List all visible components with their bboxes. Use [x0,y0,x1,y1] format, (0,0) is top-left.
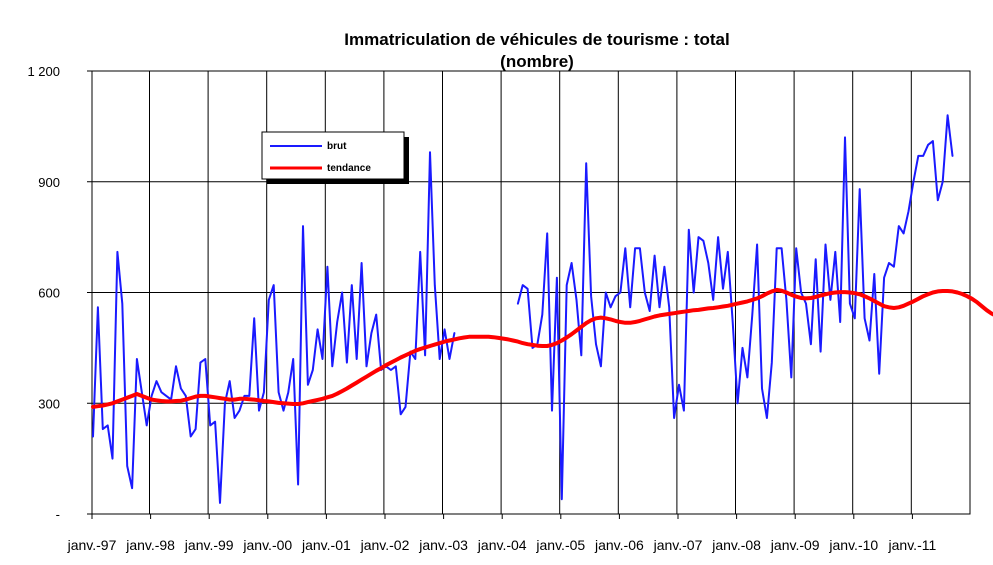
x-tick-label: janv.-99 [184,537,234,553]
chart-subtitle: (nombre) [500,52,574,71]
y-axis-ticks: - 300 600 900 1 200 [27,64,92,522]
legend: brut tendance [261,131,409,184]
chart-title: Immatriculation de véhicules de tourisme… [344,30,729,49]
x-tick-label: janv.-05 [535,537,585,553]
x-tick-label: janv.-08 [711,537,761,553]
y-tick-label: 600 [38,286,60,301]
x-tick-label: janv.-03 [418,537,468,553]
x-tick-label: janv.-98 [125,537,175,553]
x-tick-label: janv.-01 [301,537,351,553]
legend-box [261,131,405,180]
x-tick-label: janv.-04 [477,537,527,553]
series-brut [92,114,954,504]
x-tick-label: janv.-97 [67,537,117,553]
series-line-tendance [91,287,993,409]
x-tick-label: janv.-07 [653,537,703,553]
x-tick-label: janv.-09 [770,537,820,553]
y-tick-label: 1 200 [27,64,60,79]
series-line-brut [516,114,954,501]
legend-label-brut: brut [327,141,347,152]
series-line-brut [92,151,456,504]
y-tick-label: 300 [38,396,60,411]
x-tick-label: janv.-06 [594,537,644,553]
x-axis-ticks: janv.-97 janv.-98 janv.-99 janv.-00 janv.-01… [67,514,937,553]
series-layer [91,114,993,504]
x-tick-label: janv.-10 [828,537,878,553]
y-tick-label: 900 [38,175,60,190]
x-tick-label: janv.-02 [360,537,410,553]
legend-label-tendance: tendance [327,163,371,174]
y-tick-label: - [56,507,60,522]
x-tick-label: janv.-00 [242,537,292,553]
series-tendance [91,287,993,409]
x-tick-label: janv.-11 [888,537,937,553]
